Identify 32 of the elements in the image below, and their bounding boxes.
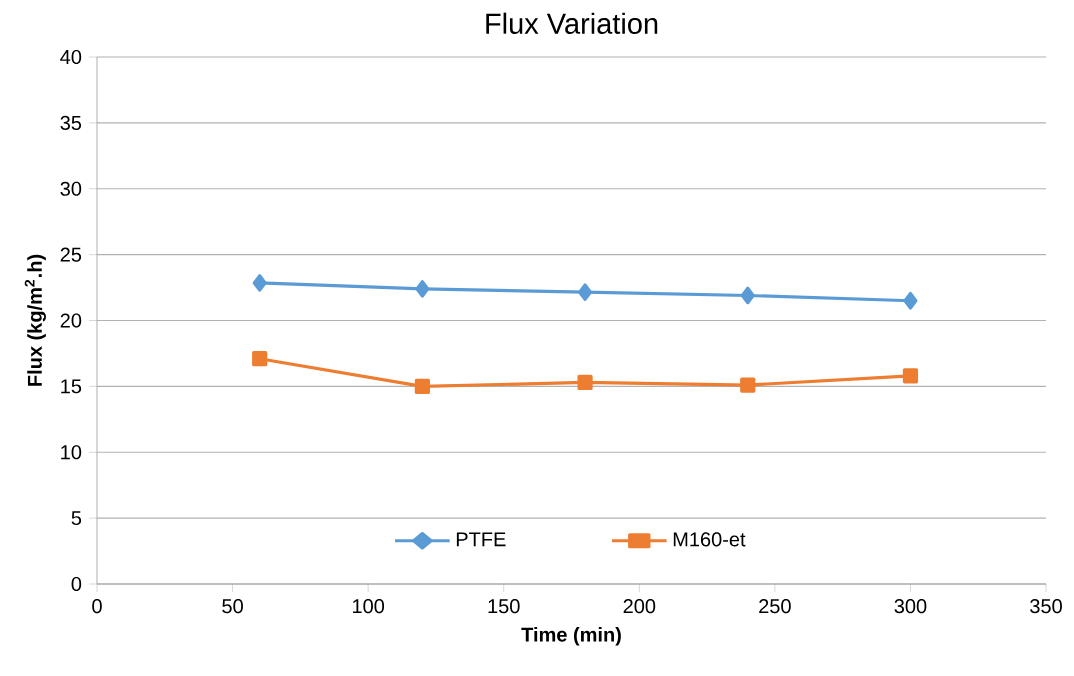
point [740,286,755,305]
point [577,374,593,391]
y-tick-label: 10 [61,445,82,460]
point [902,368,919,384]
x-axis-title: Time (min) [521,626,621,646]
y-tick-label: 30 [60,181,82,196]
y-axis-title: Flux (kg/m$^{2}$.h) [24,254,46,386]
point [252,351,268,367]
point [414,378,430,394]
x-tick-label: 250 [759,599,791,614]
y-tick-label: 20 [60,313,82,328]
x-tick-label: 350 [1030,599,1062,614]
point [903,291,918,310]
chart-title: Flux Variation [486,12,658,34]
y-tick-label: 5 [71,511,82,526]
x-tick-label: 0 [92,599,102,614]
x-tick-label: 200 [623,599,656,614]
x-tick-label: 150 [488,599,520,614]
point [415,280,430,298]
y-tick-label: 40 [60,49,82,65]
x-tick-label: 50 [222,599,243,614]
y-tick-label: 25 [60,247,82,262]
legend-label: M160-et [673,532,746,547]
x-tick-label: 300 [894,599,927,614]
x-tick-label: 100 [353,599,385,614]
point [740,377,756,393]
y-tick-label: 0 [71,576,82,592]
point [252,274,267,292]
y-tick-label: 15 [61,379,82,394]
y-tick-label: 35 [60,115,82,130]
point [578,283,593,301]
legend-label: PTFE [456,532,506,547]
